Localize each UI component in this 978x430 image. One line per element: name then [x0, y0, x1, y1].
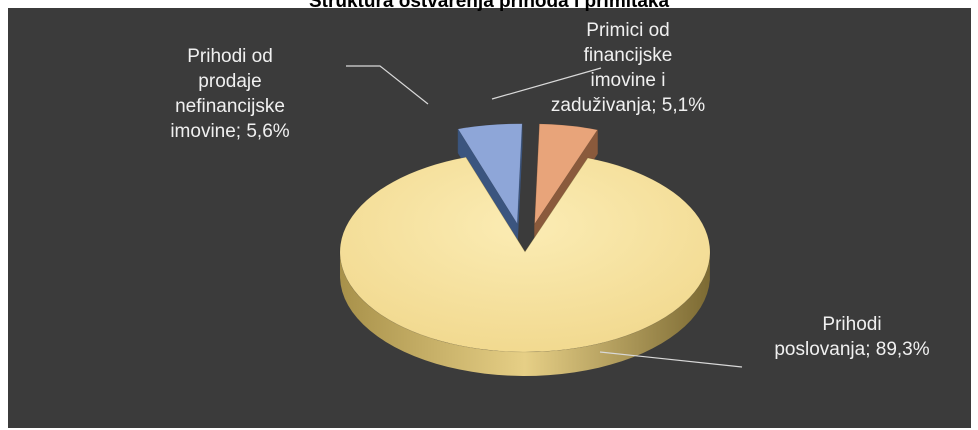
slice-top [339, 156, 711, 353]
chart-title: Struktura ostvarenja prihoda i primitaka [308, 0, 670, 12]
pie-slice-prihodi-poslovanja [339, 156, 711, 376]
data-label-primici-od-financijske: Primici od financijske imovine i zaduživ… [550, 20, 706, 116]
slice-top [457, 123, 523, 225]
leader-line-prihodi-poslovanja [599, 351, 743, 368]
slice-top [534, 123, 598, 225]
slice-wall [340, 253, 710, 376]
data-label-prihodi-od-prodaje: Prihodi od prodaje nefinancijske imovine… [170, 46, 290, 142]
leader-line-prihodi-od-prodaje [346, 65, 429, 105]
data-label-prihodi-poslovanja: Prihodi poslovanja; 89,3% [774, 314, 930, 360]
leader-line-primici-od-financijske [491, 67, 602, 100]
